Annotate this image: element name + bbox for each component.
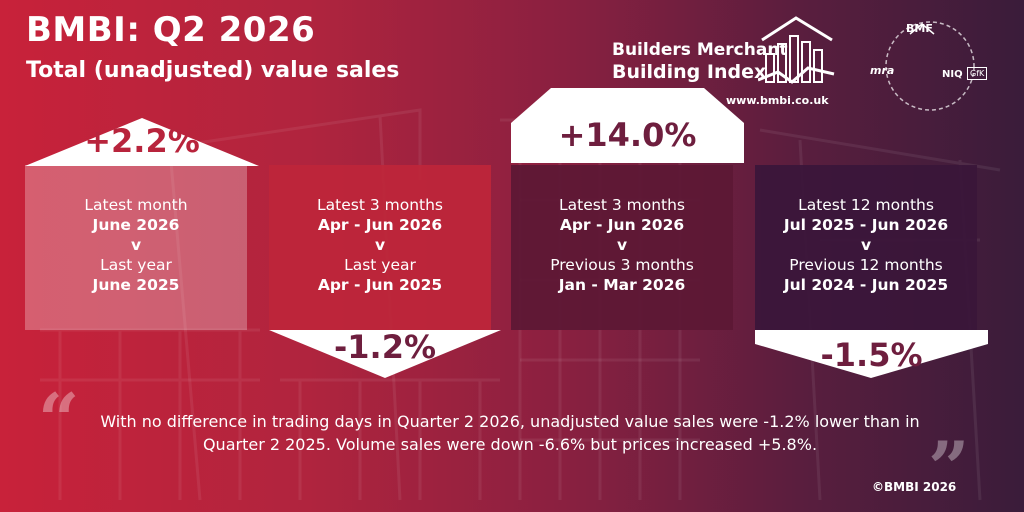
house-chart-icon — [758, 16, 835, 84]
panel-vs: v — [860, 236, 872, 254]
panel-latest-3-months-qoq: Latest 3 months Apr - Jun 2026 v Previou… — [511, 165, 733, 330]
panel-line1: Latest 12 months — [798, 196, 934, 214]
bmf-logo: BMF — [906, 22, 933, 35]
open-quote-icon: “ — [38, 377, 80, 462]
panel-vs: v — [374, 236, 386, 254]
panel-line2: Last year — [100, 256, 172, 274]
mra-logo: mra — [870, 64, 895, 77]
website-link[interactable]: www.bmbi.co.uk — [726, 94, 829, 107]
panel-period2: Jul 2024 - Jun 2025 — [783, 276, 949, 294]
change-tab: +14.0% — [511, 88, 744, 163]
panel-period1: June 2026 — [92, 216, 180, 234]
change-tab: -1.2% — [269, 328, 501, 378]
summary-quote: With no difference in trading days in Qu… — [60, 410, 960, 456]
panel-latest-3-months-yoy: Latest 3 months Apr - Jun 2026 v Last ye… — [269, 165, 491, 330]
copyright: ©BMBI 2026 — [872, 480, 957, 494]
niq-logo: NIQ — [942, 69, 963, 80]
change-tab: -1.5% — [755, 330, 988, 378]
panel-line2: Previous 12 months — [789, 256, 943, 274]
gfk-logo: GfK — [967, 67, 988, 80]
panel-line2: Last year — [344, 256, 416, 274]
panel-period1: Apr - Jun 2026 — [559, 216, 685, 234]
change-tab: +2.2% — [25, 118, 259, 166]
page-title: BMBI: Q2 2026 — [26, 10, 316, 50]
logo-line1: Builders Merchant — [612, 40, 788, 60]
panel-period1: Jul 2025 - Jun 2026 — [783, 216, 949, 234]
tab-shape — [755, 330, 988, 378]
quote-line2: Quarter 2 2025. Volume sales were down -… — [202, 435, 818, 454]
panel-period1: Apr - Jun 2026 — [317, 216, 443, 234]
change-value: -1.2% — [333, 328, 437, 366]
panel-latest-12-months: Latest 12 months Jul 2025 - Jun 2026 v P… — [755, 165, 977, 330]
panel-line1: Latest 3 months — [559, 196, 685, 214]
panel-period2: Jan - Mar 2026 — [558, 276, 686, 294]
page-subtitle: Total (unadjusted) value sales — [26, 58, 400, 83]
tab-shape — [25, 118, 259, 166]
tab-shape — [269, 330, 501, 378]
partner-logos: BMF mra NIQ GfK — [870, 14, 990, 114]
close-quote-icon: ” — [928, 425, 970, 510]
panel-line1: Latest 3 months — [317, 196, 443, 214]
quote-line1: With no difference in trading days in Qu… — [100, 412, 920, 431]
panel-period2: Apr - Jun 2025 — [317, 276, 443, 294]
change-value: +2.2% — [84, 122, 200, 160]
partner-ring-icon — [885, 21, 975, 111]
logo-line2: Building Index — [612, 61, 767, 83]
change-value: -1.5% — [820, 336, 923, 374]
bmbi-logo: Builders Merchant Building Index www.bmb… — [612, 14, 842, 114]
panel-period2: June 2025 — [92, 276, 180, 294]
tab-shape — [511, 88, 744, 163]
panel-vs: v — [130, 236, 142, 254]
panel-line1: Latest month — [84, 196, 188, 214]
panel-line2: Previous 3 months — [550, 256, 694, 274]
change-value: +14.0% — [558, 116, 697, 154]
panel-vs: v — [616, 236, 628, 254]
panel-latest-month: Latest month June 2026 v Last year June … — [25, 165, 247, 330]
